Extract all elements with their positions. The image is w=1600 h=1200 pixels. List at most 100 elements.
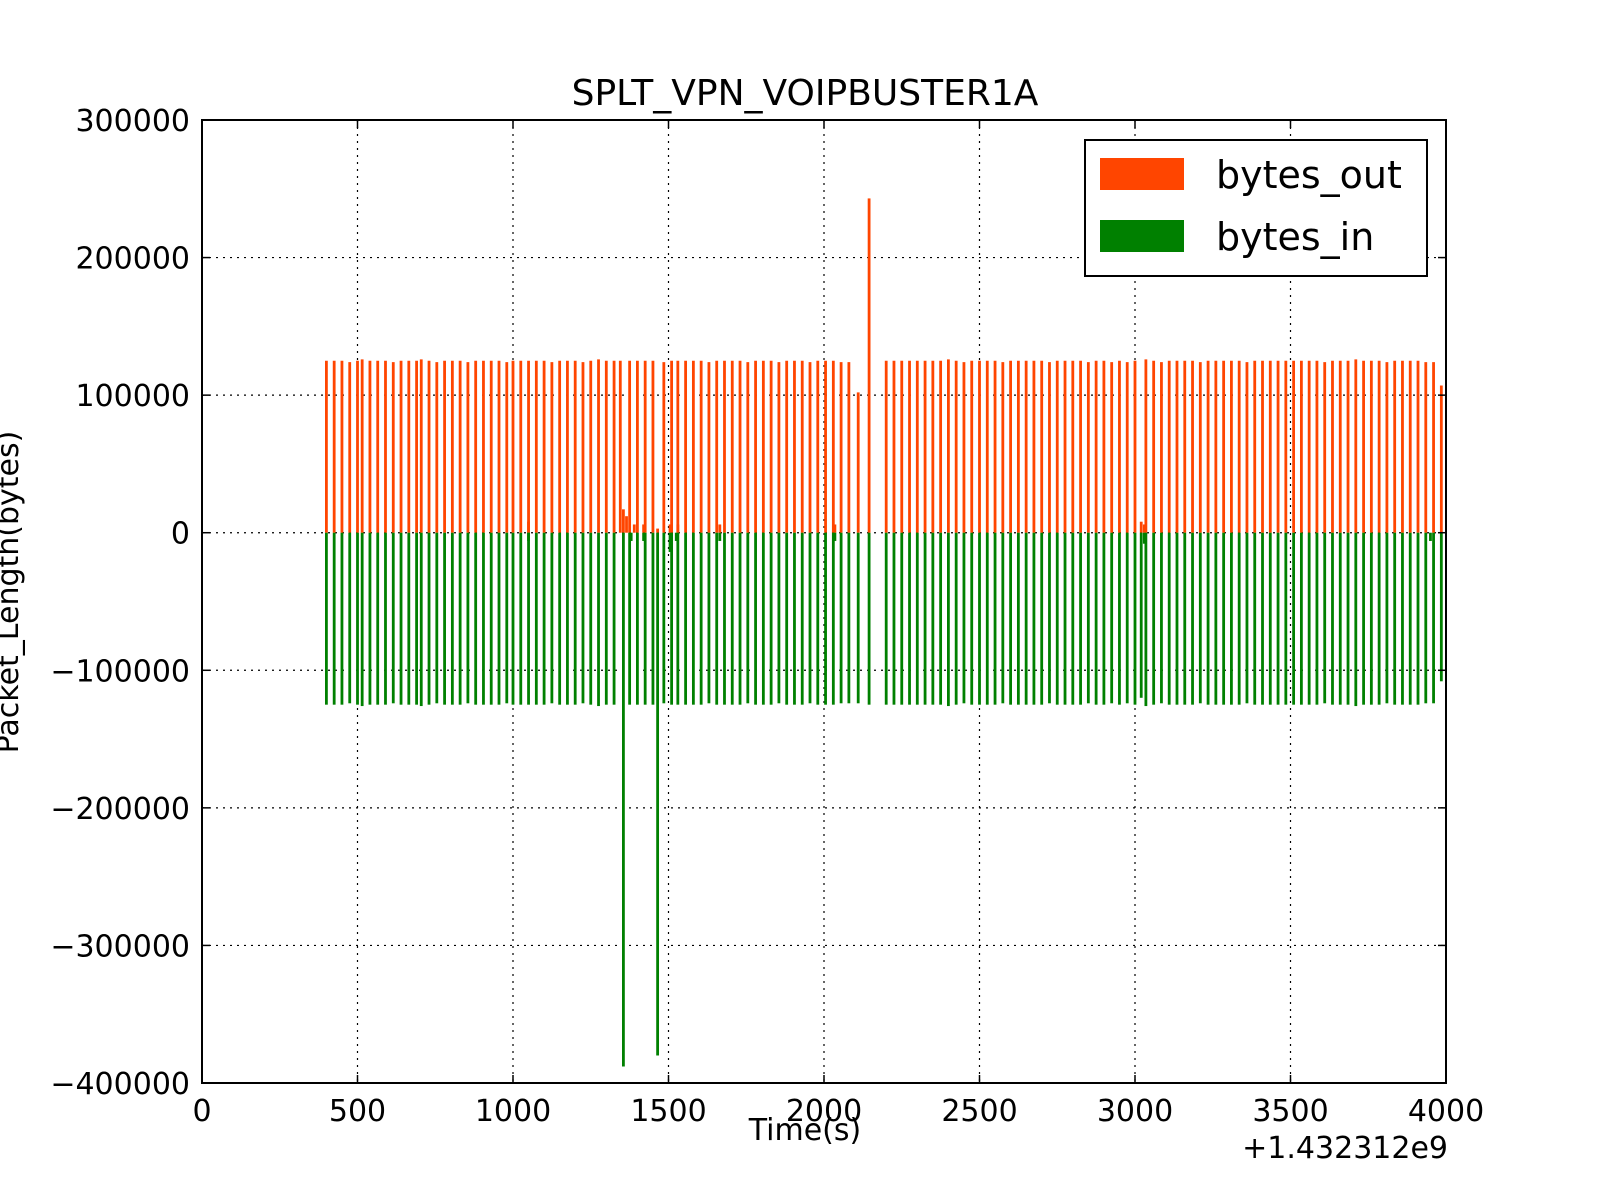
bar-bytes-in [723, 532, 726, 705]
bar-bytes-in [1432, 532, 1435, 704]
bar-bytes-in [332, 532, 336, 705]
bar-bytes-in [707, 532, 711, 704]
bar-bytes-in [1102, 532, 1106, 705]
bar-bytes-in [642, 532, 646, 541]
bar-bytes-in [1401, 532, 1404, 705]
bar-bytes-in [1284, 532, 1288, 705]
x-tick-label: 0 [192, 1094, 211, 1129]
bar-bytes-out [723, 360, 726, 533]
bar-bytes-in [1276, 532, 1280, 705]
chart-title: SPLT_VPN_VOIPBUSTER1A [572, 73, 1039, 114]
bar-bytes-out [1086, 362, 1090, 533]
bar-bytes-in [670, 532, 674, 705]
bar-bytes-in [643, 532, 647, 705]
bar-bytes-out [915, 360, 919, 533]
bar-bytes-out [923, 360, 927, 533]
bar-bytes-out [1276, 360, 1280, 533]
bar-bytes-out [993, 360, 997, 533]
bar-bytes-out [474, 360, 478, 533]
bar-bytes-in [1424, 532, 1428, 704]
bar-bytes-out [793, 360, 796, 533]
bar-bytes-out [1432, 362, 1435, 533]
bar-bytes-out [589, 360, 593, 533]
bar-bytes-out [1253, 360, 1257, 533]
bar-bytes-out [1063, 360, 1067, 533]
bar-bytes-in [348, 532, 352, 704]
bar-bytes-out [466, 362, 470, 533]
bar-bytes-in [793, 532, 796, 705]
bar-bytes-out [566, 360, 569, 533]
bar-bytes-out [427, 360, 431, 533]
bar-bytes-out [1032, 360, 1036, 533]
bar-bytes-out [746, 362, 750, 533]
bar-bytes-out [1009, 360, 1012, 533]
bar-bytes-in [1385, 532, 1389, 704]
bar-bytes-out [892, 360, 896, 533]
bar-bytes-out [824, 360, 827, 533]
bar-bytes-in [1198, 532, 1202, 704]
bar-bytes-out [931, 360, 935, 533]
x-tick-label: 2000 [786, 1094, 862, 1129]
bar-bytes-out [856, 392, 860, 533]
bar-bytes-out [699, 360, 703, 533]
bar-bytes-in [1369, 532, 1373, 705]
bar-bytes-in [622, 532, 625, 1067]
bar-bytes-in [668, 532, 672, 552]
bar-bytes-in [589, 532, 593, 705]
bar-bytes-out [707, 362, 711, 533]
bar-bytes-in [954, 532, 958, 705]
bar-bytes-out [407, 360, 411, 533]
y-axis-label: Packet_Length(bytes) [0, 431, 26, 754]
bar-bytes-in [1125, 532, 1129, 704]
bar-bytes-out [1160, 362, 1163, 533]
bar-bytes-in [1323, 532, 1327, 704]
bar-bytes-in [691, 532, 695, 705]
bar-bytes-out [1245, 362, 1249, 533]
bar-bytes-in [1110, 532, 1114, 704]
bar-bytes-out [761, 360, 765, 533]
bar-bytes-out [384, 360, 387, 533]
bar-bytes-in [1429, 532, 1432, 541]
bar-bytes-out [808, 362, 812, 533]
bar-bytes-out [632, 524, 636, 533]
bar-bytes-out [656, 528, 660, 533]
bar-bytes-in [699, 532, 703, 705]
bar-bytes-out [1268, 360, 1272, 533]
bar-bytes-in [1055, 532, 1059, 705]
bar-bytes-in [1408, 532, 1412, 705]
bar-bytes-out [1362, 360, 1365, 533]
bar-bytes-out [715, 360, 719, 533]
bar-bytes-out [458, 360, 462, 533]
bar-bytes-in [769, 532, 773, 705]
bar-bytes-in [1416, 532, 1420, 705]
bar-bytes-out [550, 362, 554, 533]
bar-bytes-out [1001, 362, 1005, 533]
bar-bytes-in [1024, 532, 1028, 705]
bar-bytes-out [1346, 360, 1350, 533]
bar-bytes-out [962, 362, 966, 533]
bar-bytes-in [1001, 532, 1005, 704]
bar-bytes-out [519, 360, 523, 533]
legend-label-bytes-in: bytes_in [1216, 215, 1374, 259]
bar-bytes-in [1183, 532, 1187, 705]
bar-bytes-in [419, 532, 423, 707]
bar-bytes-in [656, 532, 660, 1056]
bar-bytes-in [824, 532, 827, 705]
bar-bytes-out [618, 360, 622, 533]
bar-bytes-out [1118, 360, 1121, 533]
bar-bytes-out [1110, 362, 1114, 533]
bar-bytes-in [1118, 532, 1121, 705]
bar-bytes-out [970, 360, 974, 533]
bar-bytes-out [348, 362, 352, 533]
bar-bytes-out [376, 360, 380, 533]
bar-bytes-in [884, 532, 888, 705]
bar-bytes-out [1133, 360, 1137, 533]
bar-bytes-in [1338, 532, 1342, 705]
bar-bytes-out [651, 360, 655, 533]
bar-bytes-out [1323, 362, 1327, 533]
x-tick-label: 1000 [475, 1094, 551, 1129]
y-tick-label: −400000 [50, 1067, 190, 1102]
bar-bytes-out [1152, 360, 1156, 533]
bar-bytes-in [867, 532, 871, 705]
bar-bytes-in [662, 532, 666, 704]
